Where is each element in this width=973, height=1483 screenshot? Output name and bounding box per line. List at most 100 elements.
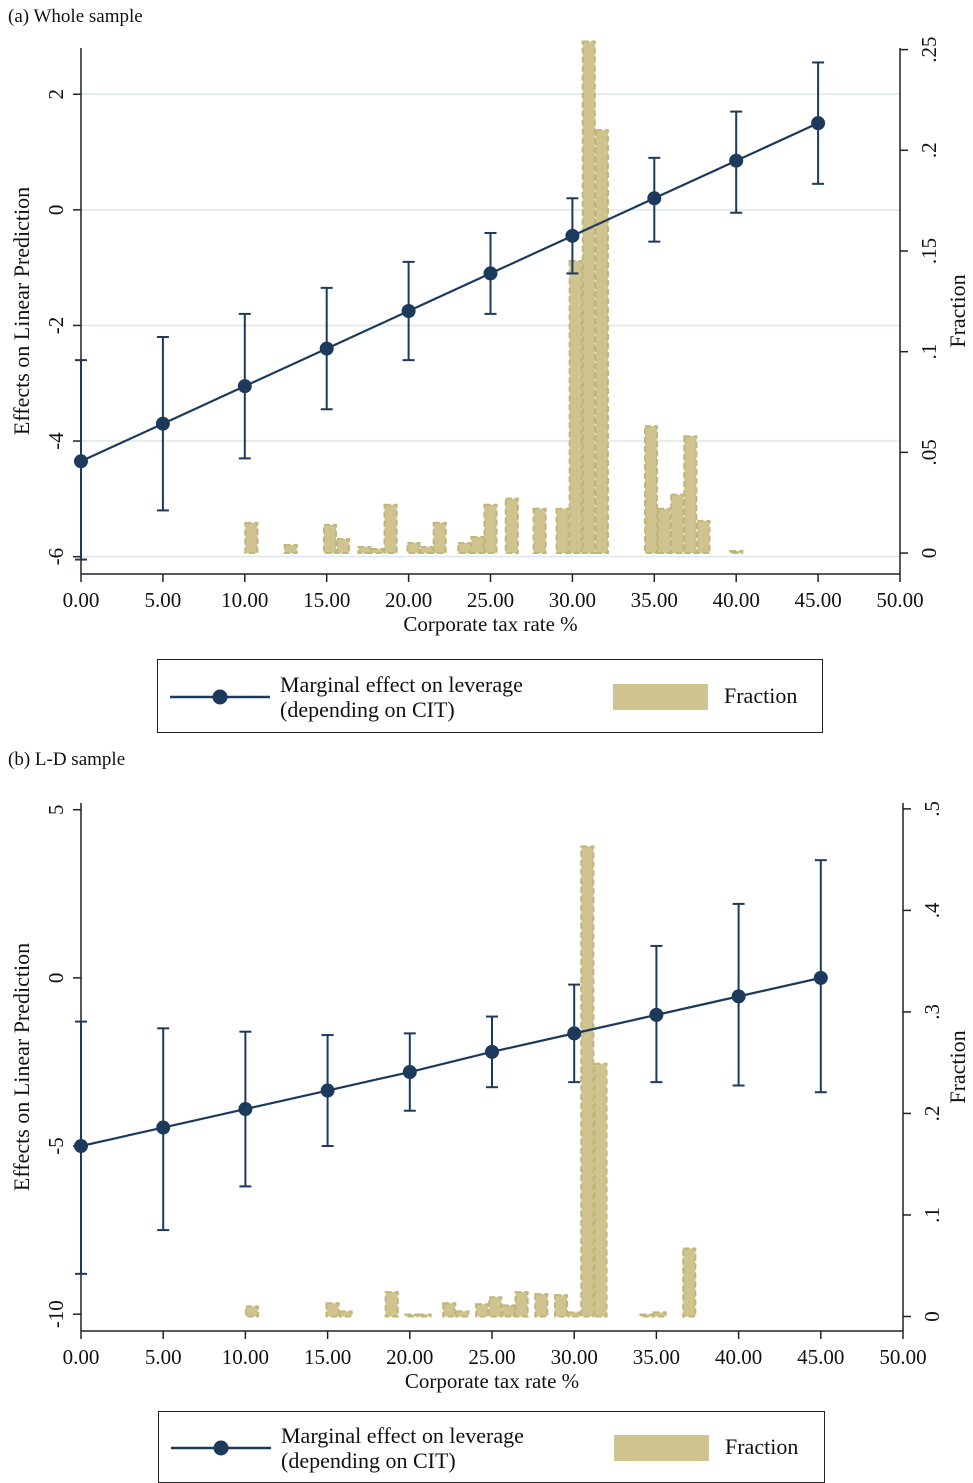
legend-bar-swatch xyxy=(613,684,708,710)
legend-line-label: Marginal effect on leverage (depending o… xyxy=(281,1423,524,1473)
histogram-bar xyxy=(568,260,583,555)
x-tick-label: 20.00 xyxy=(386,1345,433,1369)
histogram-bar xyxy=(370,548,385,555)
y2-tick-label: .1 xyxy=(917,344,941,360)
legend-line-symbol xyxy=(170,689,270,705)
histogram-bar xyxy=(244,1305,260,1318)
x-axis-title: Corporate tax rate % xyxy=(405,1369,579,1393)
histogram-bar xyxy=(594,129,609,555)
effect-point xyxy=(649,1007,664,1022)
y-tick-label: -4 xyxy=(44,432,68,450)
y-tick-label: 0 xyxy=(44,205,68,216)
histogram-bar xyxy=(567,1311,582,1318)
effect-point xyxy=(567,1026,582,1041)
histogram-bar xyxy=(470,535,485,555)
histogram-bar xyxy=(670,493,685,555)
legend-bar-swatch xyxy=(614,1435,709,1461)
effect-point xyxy=(565,228,580,243)
x-tick-label: 15.00 xyxy=(304,1345,351,1369)
histogram-bar xyxy=(244,521,259,555)
histogram-bar xyxy=(419,546,434,555)
effect-point xyxy=(401,304,416,318)
x-tick-label: 10.00 xyxy=(222,1345,269,1369)
histogram-bar xyxy=(283,544,298,555)
x-tick-label: 5.00 xyxy=(145,588,182,612)
y2-tick-label: 0 xyxy=(920,1311,944,1322)
x-tick-label: 40.00 xyxy=(715,1345,762,1369)
x-tick-label: 10.00 xyxy=(221,588,268,612)
histogram-bar xyxy=(581,40,596,555)
histogram-bar xyxy=(383,503,398,555)
effect-point xyxy=(485,1044,499,1059)
histogram-bar xyxy=(514,1291,529,1318)
effect-point xyxy=(156,1120,171,1135)
histogram-bar xyxy=(357,546,372,555)
y-tick-label: -2 xyxy=(44,317,68,335)
x-tick-label: 0.00 xyxy=(63,588,100,612)
histogram-bar xyxy=(580,845,595,1318)
effect-point xyxy=(74,1139,88,1154)
histogram-bar xyxy=(729,550,744,555)
effect-line xyxy=(80,122,819,463)
histogram-bar xyxy=(322,523,338,555)
legend-line-label-2: (depending on CIT) xyxy=(280,697,455,722)
y-tick-label: -5 xyxy=(44,1137,68,1155)
effect-point xyxy=(731,989,746,1004)
legend-bar-label: Fraction xyxy=(724,683,798,708)
effect-point xyxy=(483,266,498,281)
histogram-bar xyxy=(325,1302,340,1318)
x-tick-label: 0.00 xyxy=(63,1345,100,1369)
histogram-bar xyxy=(553,1294,569,1318)
histogram-bar xyxy=(652,1311,667,1318)
y2-tick-label: .1 xyxy=(920,1207,944,1223)
chart-a: 0.00 5.00 10.00 15.00 20.00 25.00 30.00 35.00 40… xyxy=(9,36,970,636)
histogram-bar xyxy=(682,1247,697,1318)
y2-tick-label: .15 xyxy=(917,238,941,264)
y2-tick-label: .3 xyxy=(920,1004,944,1020)
x-tick-label: 50.00 xyxy=(879,1345,926,1369)
y-tick-label: -6 xyxy=(44,548,68,566)
histogram-bar xyxy=(532,507,547,555)
y2-axis-title: Fraction xyxy=(945,274,970,347)
y-tick-label: 2 xyxy=(44,89,68,100)
histogram-bar xyxy=(504,497,519,555)
panel-a-title: (a) Whole sample xyxy=(8,6,143,27)
x-tick-label: 15.00 xyxy=(303,588,350,612)
y-tick-label: 5 xyxy=(44,804,68,815)
histogram-bar xyxy=(404,1313,419,1318)
panel-a: (a) Whole sample 0.00 5.00 10.00 15.00 20.00… xyxy=(8,6,970,733)
histogram-bar xyxy=(483,503,498,555)
histogram-bar xyxy=(442,1302,457,1318)
histogram-bar xyxy=(643,425,659,555)
effect-point xyxy=(402,1065,417,1080)
histogram-bar xyxy=(593,1062,608,1318)
x-tick-label: 45.00 xyxy=(797,1345,844,1369)
y-tick-label: -10 xyxy=(44,1300,68,1328)
legend-line-label-1: Marginal effect on leverage xyxy=(281,1423,524,1448)
y2-tick-label: .2 xyxy=(920,1106,944,1122)
histogram-bar xyxy=(336,537,351,555)
legend-line-label-2: (depending on CIT) xyxy=(281,1448,456,1473)
effect-line xyxy=(80,976,822,1148)
legend-a: Marginal effect on leverage (depending o… xyxy=(157,659,823,733)
panel-b: (b) L-D sample 0.00 5.00 10.00 15.00 20.00 25… xyxy=(0,745,973,1483)
x-axis-title: Corporate tax rate % xyxy=(403,612,577,636)
effect-point xyxy=(320,1083,335,1098)
panel-b-title: (b) L-D sample xyxy=(8,749,126,770)
y2-axis-title: Fraction xyxy=(945,1030,970,1103)
x-tick-label: 40.00 xyxy=(713,588,760,612)
y-axis-title: Effects on Linear Prediction xyxy=(9,943,34,1191)
x-tick-label: 5.00 xyxy=(145,1345,182,1369)
y2-tick-label: .2 xyxy=(917,142,941,158)
histogram-bar xyxy=(417,1313,432,1318)
x-tick-label: 50.00 xyxy=(876,588,923,612)
effect-point xyxy=(155,416,170,431)
x-tick-label: 35.00 xyxy=(633,1345,680,1369)
histogram-bar xyxy=(488,1296,503,1318)
histogram-bar xyxy=(501,1304,516,1318)
y2-tick-label: .5 xyxy=(920,801,944,817)
x-tick-label: 45.00 xyxy=(794,588,841,612)
effect-point xyxy=(729,153,744,168)
y2-tick-label: .05 xyxy=(917,439,941,465)
histogram-bar xyxy=(555,507,570,555)
